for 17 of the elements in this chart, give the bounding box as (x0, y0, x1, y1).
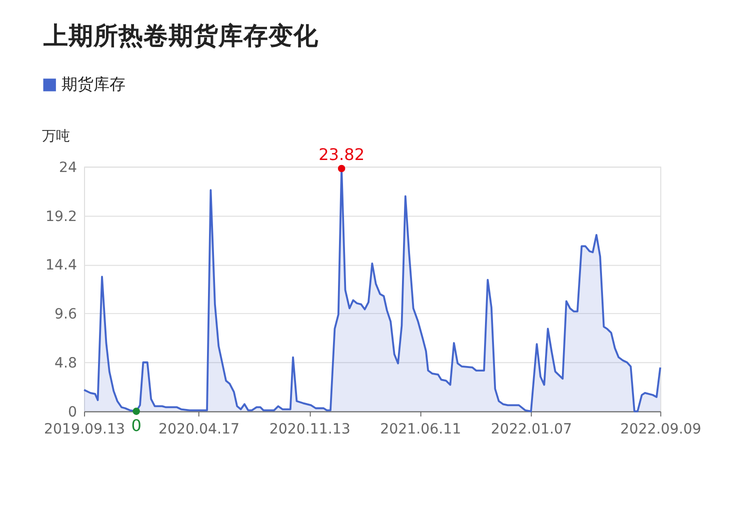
chart-title: 上期所热卷期货库存变化 (42, 20, 320, 50)
x-tick-label: 2019.09.13 (44, 422, 126, 438)
y-tick-label: 14.4 (45, 258, 77, 274)
legend-label: 期货库存 (61, 74, 126, 94)
y-tick-label: 19.2 (45, 208, 77, 225)
y-tick-label: 24 (58, 160, 77, 176)
y-tick-label: 9.6 (54, 306, 77, 323)
x-tick-label: 2020.04.17 (158, 422, 240, 438)
y-tick-label: 4.8 (54, 356, 77, 372)
annotation: 0 (131, 416, 142, 436)
x-tick-label: 2022.09.09 (620, 422, 702, 438)
y-tick-label: 0 (68, 404, 77, 420)
x-tick-label: 2021.06.11 (380, 422, 462, 438)
x-tick-label: 2022.01.07 (490, 422, 572, 438)
y-axis-title: 万吨 (42, 128, 70, 145)
annotation: 23.82 (318, 144, 365, 164)
x-tick-label: 2020.11.13 (269, 422, 350, 438)
